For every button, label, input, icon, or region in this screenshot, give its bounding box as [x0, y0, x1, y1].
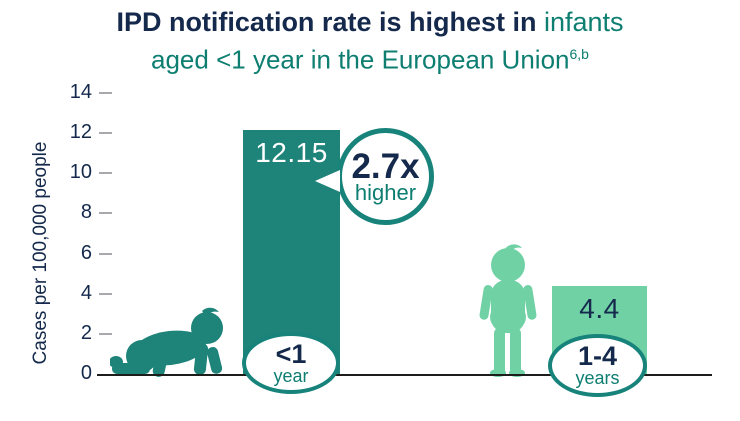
- category-label-primary: 1-4: [577, 341, 618, 371]
- category-label-secondary: year: [273, 365, 309, 386]
- y-tick-mark: [99, 92, 112, 94]
- chart-title-line2: aged <1 year in the European Union6,b: [0, 38, 740, 76]
- category-label-secondary: years: [575, 368, 620, 388]
- y-tick-mark: [99, 132, 112, 135]
- multiplier-badge: 2.7x higher: [337, 128, 434, 225]
- y-tick-mark: [99, 212, 112, 215]
- x-axis-line: [97, 374, 712, 376]
- y-tick-label: 12: [69, 121, 92, 144]
- multiplier-value: 2.7x: [351, 147, 420, 186]
- y-tick-label: 10: [69, 161, 92, 184]
- bar-value-label: 12.15: [255, 137, 328, 168]
- y-tick-mark: [99, 172, 112, 175]
- chart-title: IPD notification rate is highest in infa…: [0, 6, 740, 76]
- category-badge-under-1-year: <1 year: [242, 332, 340, 394]
- bar-value-label: 4.4: [579, 293, 620, 324]
- chart-title-bold-text: IPD notification rate is highest in: [116, 7, 537, 37]
- toddler-icon: [479, 244, 537, 377]
- chart-title-line2-text: aged <1 year in the European Union: [151, 44, 570, 75]
- chart-title-accent-text: infants: [544, 7, 624, 37]
- crawling-infant-icon: [110, 307, 223, 377]
- y-tick-label: 6: [80, 241, 92, 264]
- chart-title-superscript: 6,b: [569, 46, 589, 62]
- y-tick-label: 2: [80, 321, 92, 344]
- category-badge-1-4-years: 1-4 years: [548, 334, 647, 397]
- y-tick-mark: [99, 252, 112, 255]
- y-tick-mark: [99, 332, 112, 335]
- category-label-primary: <1: [275, 338, 307, 369]
- y-tick-label: 8: [80, 201, 92, 224]
- y-tick-label: 14: [69, 81, 92, 103]
- y-tick-mark: [99, 292, 112, 295]
- badge-pointer-icon: [315, 170, 340, 192]
- chart-title-line1: IPD notification rate is highest in infa…: [0, 6, 740, 38]
- multiplier-caption: higher: [354, 180, 417, 205]
- y-tick-label: 0: [80, 362, 92, 384]
- y-tick-label: 4: [80, 281, 92, 304]
